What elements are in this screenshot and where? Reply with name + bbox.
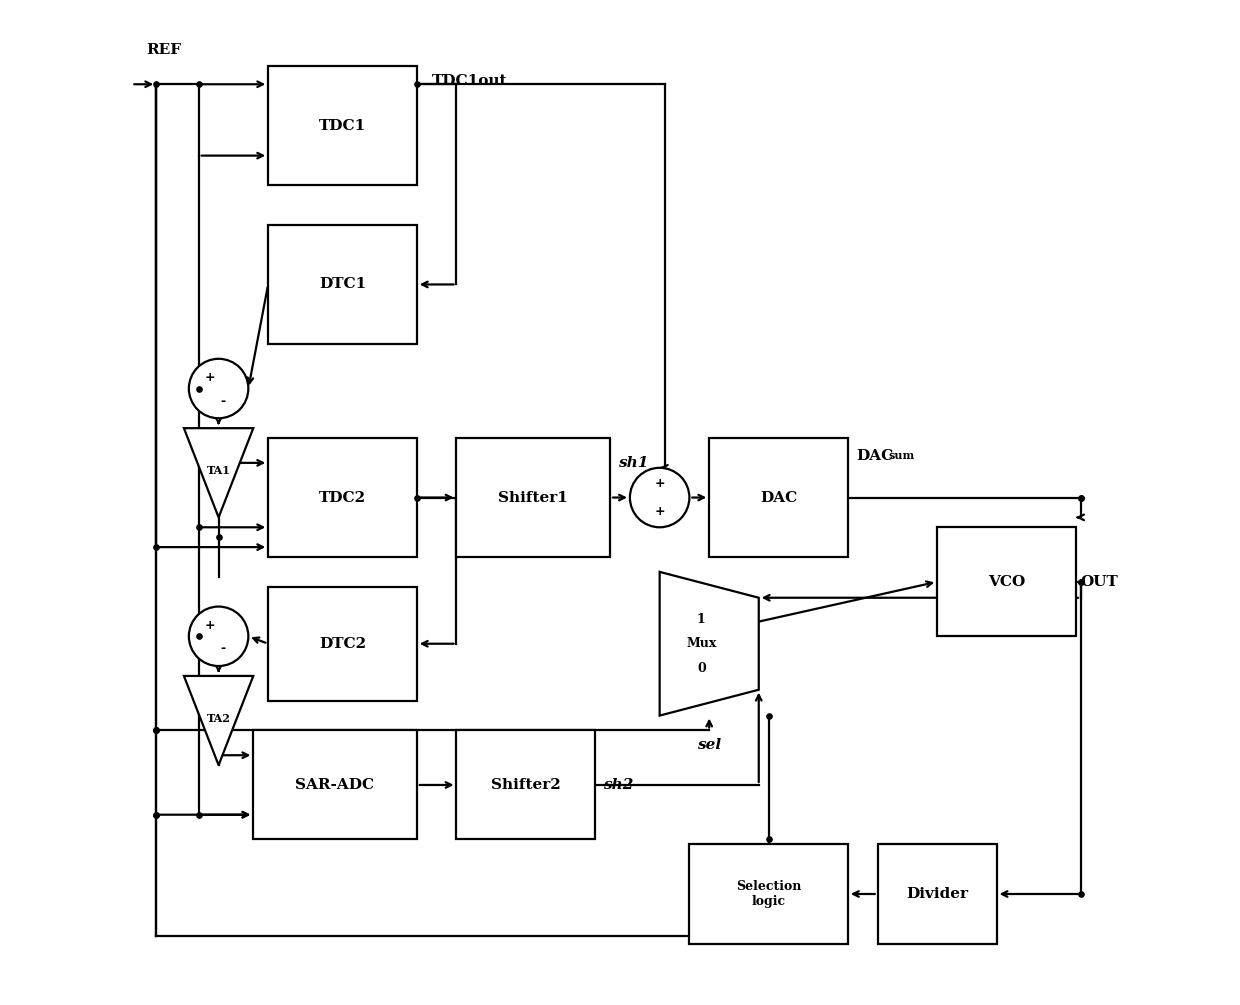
Polygon shape: [184, 428, 253, 518]
Bar: [253, 731, 417, 839]
Text: DTC2: DTC2: [319, 637, 366, 650]
Text: +: +: [205, 371, 215, 384]
Bar: [709, 438, 848, 557]
Text: Shifter2: Shifter2: [491, 778, 560, 792]
Text: sh2: sh2: [603, 778, 634, 792]
Circle shape: [188, 359, 248, 418]
Text: DAC: DAC: [856, 449, 893, 463]
Text: 0: 0: [697, 661, 706, 674]
Text: Shifter1: Shifter1: [498, 490, 568, 505]
Polygon shape: [660, 572, 759, 716]
Text: DAC: DAC: [760, 490, 797, 505]
Circle shape: [630, 467, 689, 528]
Text: OUT: OUT: [1081, 575, 1118, 589]
Text: sel: sel: [697, 739, 722, 753]
Bar: [456, 731, 595, 839]
Text: sum: sum: [889, 450, 915, 461]
Text: Selection
logic: Selection logic: [737, 880, 801, 908]
Text: TDC1: TDC1: [319, 119, 366, 133]
Bar: [689, 844, 848, 944]
Text: TDC2: TDC2: [319, 490, 366, 505]
Bar: [268, 225, 417, 344]
Text: TA1: TA1: [207, 465, 231, 476]
Text: TDC1out: TDC1out: [432, 74, 507, 88]
Bar: [937, 528, 1076, 636]
Bar: [878, 844, 997, 944]
Text: SAR-ADC: SAR-ADC: [295, 778, 374, 792]
Text: +: +: [655, 476, 665, 489]
Bar: [268, 66, 417, 185]
Text: TA2: TA2: [207, 713, 231, 724]
Text: +: +: [655, 506, 665, 519]
Text: 1: 1: [697, 613, 706, 626]
Polygon shape: [184, 676, 253, 765]
Text: -: -: [221, 395, 226, 407]
Text: sh1: sh1: [618, 456, 649, 470]
Text: Divider: Divider: [906, 887, 968, 901]
Text: VCO: VCO: [988, 575, 1025, 589]
Text: -: -: [221, 642, 226, 655]
Circle shape: [188, 607, 248, 666]
Bar: [268, 438, 417, 557]
Text: Mux: Mux: [686, 637, 717, 650]
Text: REF: REF: [146, 42, 181, 56]
Text: DTC1: DTC1: [319, 277, 366, 291]
Bar: [456, 438, 610, 557]
Bar: [268, 587, 417, 700]
Text: +: +: [205, 618, 215, 631]
